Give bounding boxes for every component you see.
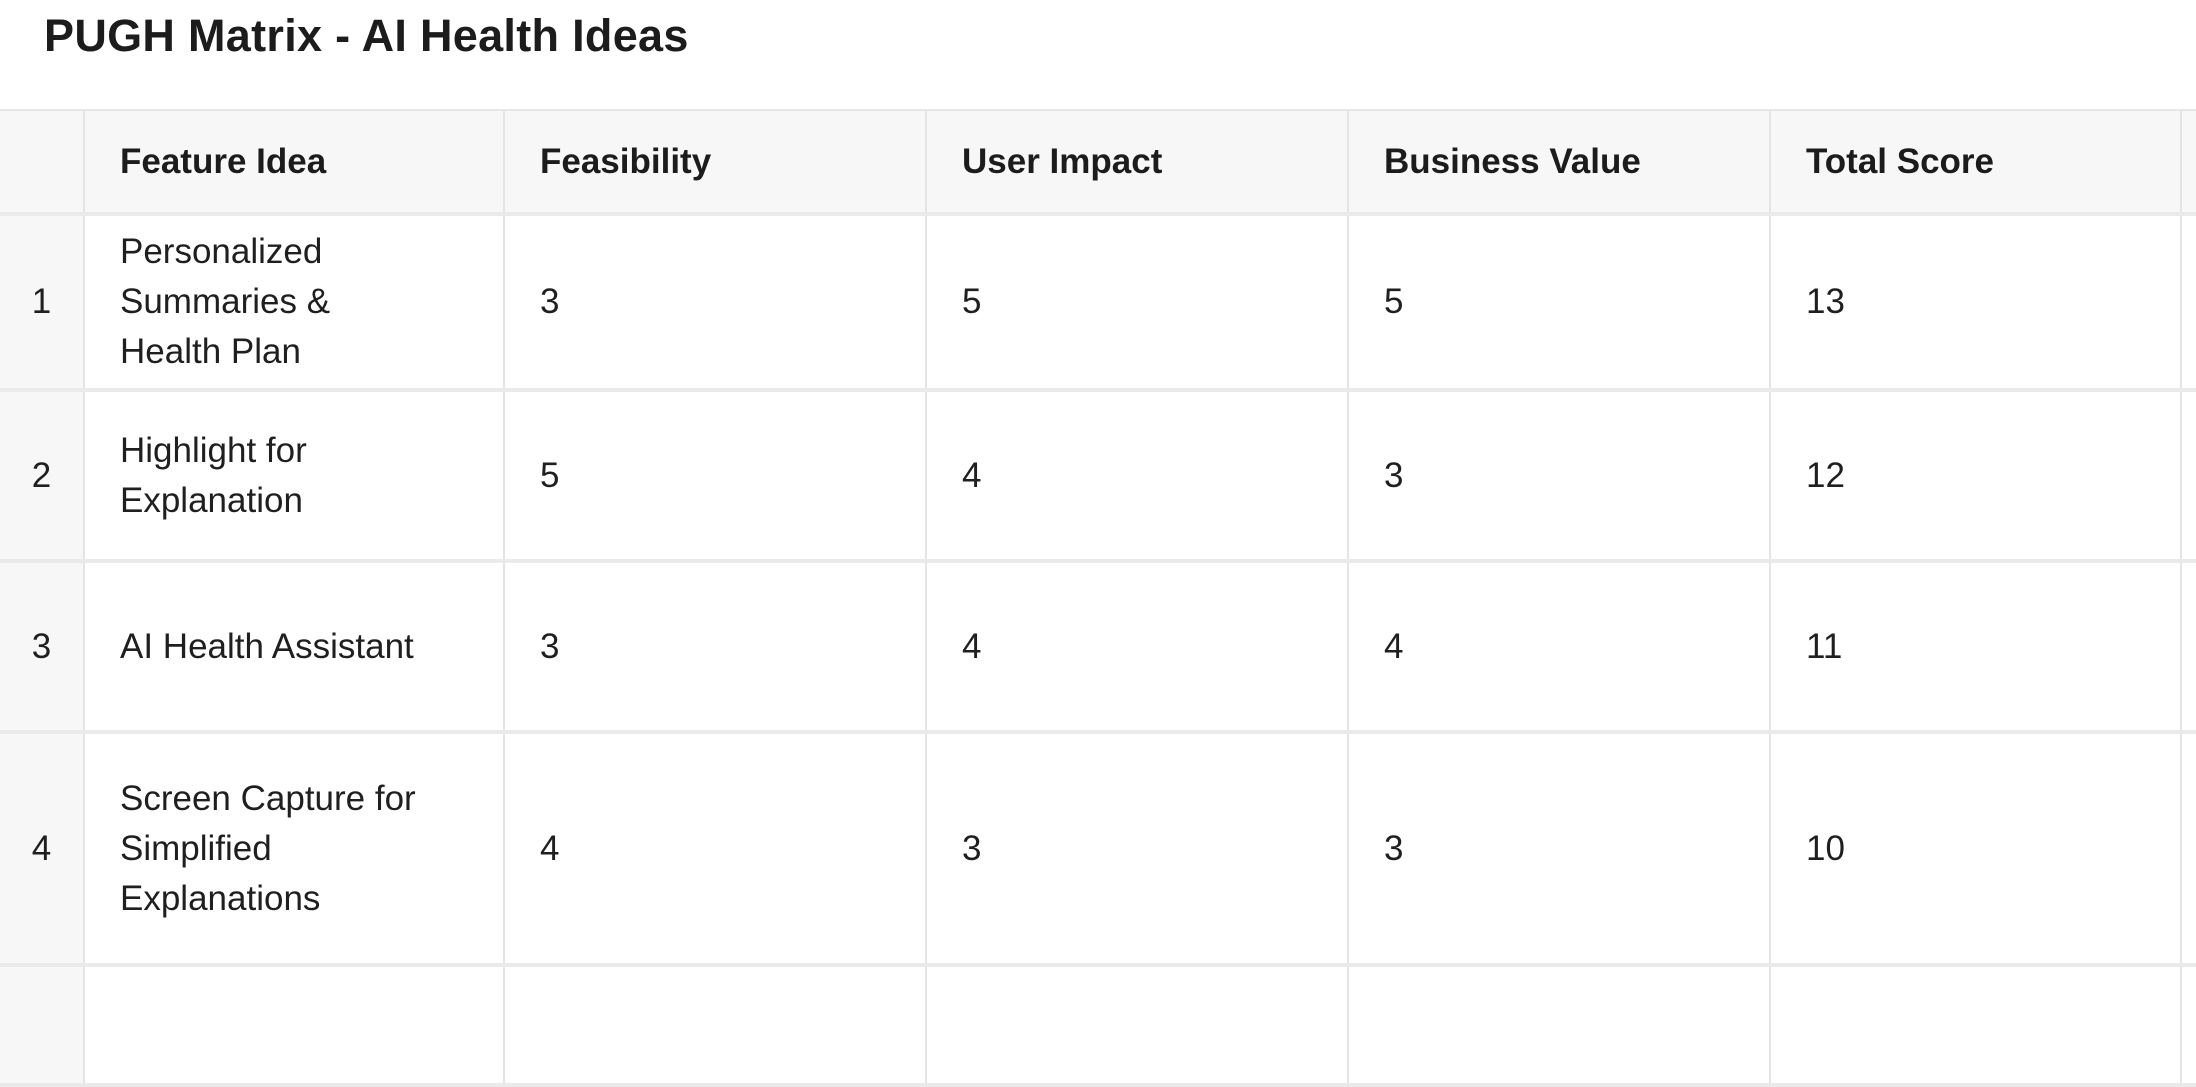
cell-business-value[interactable]: 3 — [1349, 734, 1771, 963]
table-row-partial — [0, 967, 2196, 1087]
cell-total-score[interactable]: 12 — [1771, 392, 2182, 559]
row-number-header-cell — [0, 111, 85, 212]
cell-empty[interactable] — [2182, 563, 2196, 730]
cell-total-score[interactable]: 13 — [1771, 216, 2182, 388]
table-row: 1 Personalized Summaries & Health Plan 3… — [0, 216, 2196, 392]
cell-user-impact[interactable]: 4 — [927, 392, 1349, 559]
row-number[interactable]: 1 — [0, 216, 85, 388]
cell-business-value[interactable]: 5 — [1349, 216, 1771, 388]
table-row: 2 Highlight for Explanation 5 4 3 12 — [0, 392, 2196, 563]
cell-business-value[interactable]: 3 — [1349, 392, 1771, 559]
column-header-extra[interactable] — [2182, 111, 2196, 212]
cell-empty[interactable] — [2182, 216, 2196, 388]
column-header-business-value[interactable]: Business Value — [1349, 111, 1771, 212]
row-number[interactable]: 2 — [0, 392, 85, 559]
cell-empty[interactable] — [2182, 734, 2196, 963]
cell-empty[interactable] — [2182, 967, 2196, 1083]
pugh-matrix-table: Feature Idea Feasibility User Impact Bus… — [0, 109, 2196, 1087]
cell-business-value[interactable]: 4 — [1349, 563, 1771, 730]
cell-feature-idea[interactable]: AI Health Assistant — [85, 563, 505, 730]
cell-total-score[interactable]: 10 — [1771, 734, 2182, 963]
cell-feasibility[interactable] — [505, 967, 927, 1083]
cell-feasibility[interactable]: 4 — [505, 734, 927, 963]
cell-user-impact[interactable]: 5 — [927, 216, 1349, 388]
cell-business-value[interactable] — [1349, 967, 1771, 1083]
cell-user-impact[interactable]: 3 — [927, 734, 1349, 963]
table-row: 4 Screen Capture for Simplified Explanat… — [0, 734, 2196, 967]
column-header-user-impact[interactable]: User Impact — [927, 111, 1349, 212]
table-row: 3 AI Health Assistant 3 4 4 11 — [0, 563, 2196, 734]
column-header-feature-idea[interactable]: Feature Idea — [85, 111, 505, 212]
page-title: PUGH Matrix - AI Health Ideas — [44, 10, 689, 61]
cell-feasibility[interactable]: 5 — [505, 392, 927, 559]
table-header-row: Feature Idea Feasibility User Impact Bus… — [0, 111, 2196, 216]
cell-feature-idea[interactable]: Highlight for Explanation — [85, 392, 505, 559]
column-header-total-score[interactable]: Total Score — [1771, 111, 2182, 212]
row-number[interactable]: 3 — [0, 563, 85, 730]
cell-feature-idea[interactable]: Personalized Summaries & Health Plan — [85, 216, 505, 388]
cell-user-impact[interactable] — [927, 967, 1349, 1083]
cell-feasibility[interactable]: 3 — [505, 216, 927, 388]
cell-total-score[interactable] — [1771, 967, 2182, 1083]
cell-feature-idea[interactable]: Screen Capture for Simplified Explanatio… — [85, 734, 505, 963]
cell-feasibility[interactable]: 3 — [505, 563, 927, 730]
cell-empty[interactable] — [2182, 392, 2196, 559]
cell-total-score[interactable]: 11 — [1771, 563, 2182, 730]
row-number[interactable] — [0, 967, 85, 1083]
column-header-feasibility[interactable]: Feasibility — [505, 111, 927, 212]
cell-user-impact[interactable]: 4 — [927, 563, 1349, 730]
cell-feature-idea[interactable] — [85, 967, 505, 1083]
row-number[interactable]: 4 — [0, 734, 85, 963]
